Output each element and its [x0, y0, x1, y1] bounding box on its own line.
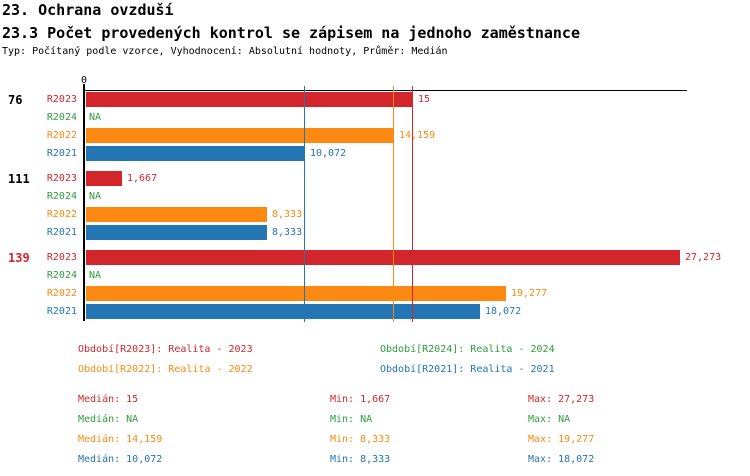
bar-row-label-r2022: R2022: [46, 209, 77, 220]
bar-value-label-r2023: 27,273: [685, 252, 722, 263]
bar-row-label-r2024: R2024: [46, 270, 77, 281]
bar-row-label-r2021: R2021: [46, 306, 77, 317]
legend-item-r2023: Období[R2023]: Realita - 2023: [78, 344, 253, 355]
bar-r2021: [86, 146, 305, 161]
report-meta: Typ: Počítaný podle vzorce, Vyhodnocení:…: [2, 46, 448, 57]
bar-r2022: [86, 207, 267, 222]
legend-item-r2022: Období[R2022]: Realita - 2022: [78, 364, 253, 375]
bar-r2023: [86, 250, 680, 265]
bar-value-label-r2023: 1,667: [127, 173, 158, 184]
stat-median-r2024: Medián: NA: [78, 414, 139, 425]
bar-r2022: [86, 128, 394, 143]
stat-median-r2021: Medián: 10,072: [78, 454, 163, 465]
bar-value-label-r2021: 18,072: [485, 306, 522, 317]
x-axis-origin-label: 0: [81, 75, 88, 86]
bar-na-label-r2024: NA: [89, 191, 102, 202]
bar-na-label-r2024: NA: [89, 270, 102, 281]
bar-na-label-r2024: NA: [89, 112, 102, 123]
bar-r2021: [86, 304, 480, 319]
stat-min-r2024: Min: NA: [330, 414, 373, 425]
bar-row-label-r2022: R2022: [46, 288, 77, 299]
bar-row-label-r2023: R2023: [46, 252, 77, 263]
bar-row-label-r2021: R2021: [46, 227, 77, 238]
median-line-r2023: [412, 86, 413, 322]
group-label: 76: [8, 93, 23, 107]
stat-max-r2024: Max: NA: [528, 414, 571, 425]
group-label: 139: [8, 251, 30, 265]
bar-row-label-r2022: R2022: [46, 130, 77, 141]
bar-value-label-r2023: 15: [418, 94, 431, 105]
median-line-r2021: [304, 86, 305, 322]
stat-min-r2023: Min: 1,667: [330, 394, 391, 405]
bar-row-label-r2021: R2021: [46, 148, 77, 159]
bar-row-label-r2024: R2024: [46, 191, 77, 202]
group-label: 111: [8, 172, 30, 186]
bar-value-label-r2021: 8,333: [272, 227, 303, 238]
stat-median-r2022: Medián: 14,159: [78, 434, 163, 445]
bar-value-label-r2021: 10,072: [310, 148, 347, 159]
bar-row-label-r2023: R2023: [46, 94, 77, 105]
bar-value-label-r2022: 14,159: [399, 130, 436, 141]
bar-r2022: [86, 286, 506, 301]
legend-item-r2021: Období[R2021]: Realita - 2021: [380, 364, 555, 375]
bar-r2023: [86, 92, 413, 107]
bar-r2023: [86, 171, 122, 186]
stat-min-r2021: Min: 8,333: [330, 454, 391, 465]
x-axis-top-line: [85, 90, 687, 91]
bar-value-label-r2022: 19,277: [511, 288, 548, 299]
stat-min-r2022: Min: 8,333: [330, 434, 391, 445]
y-axis-line: [83, 84, 85, 321]
stat-max-r2022: Max: 19,277: [528, 434, 595, 445]
stat-max-r2023: Max: 27,273: [528, 394, 595, 405]
bar-row-label-r2023: R2023: [46, 173, 77, 184]
bar-value-label-r2022: 8,333: [272, 209, 303, 220]
median-line-r2022: [393, 86, 394, 322]
stat-max-r2021: Max: 18,072: [528, 454, 595, 465]
bar-row-label-r2024: R2024: [46, 112, 77, 123]
stat-median-r2023: Medián: 15: [78, 394, 139, 405]
legend-item-r2024: Období[R2024]: Realita - 2024: [380, 344, 555, 355]
report-title: 23. Ochrana ovzduší: [2, 1, 174, 19]
bar-r2021: [86, 225, 267, 240]
report-subtitle: 23.3 Počet provedených kontrol se zápise…: [2, 24, 580, 42]
